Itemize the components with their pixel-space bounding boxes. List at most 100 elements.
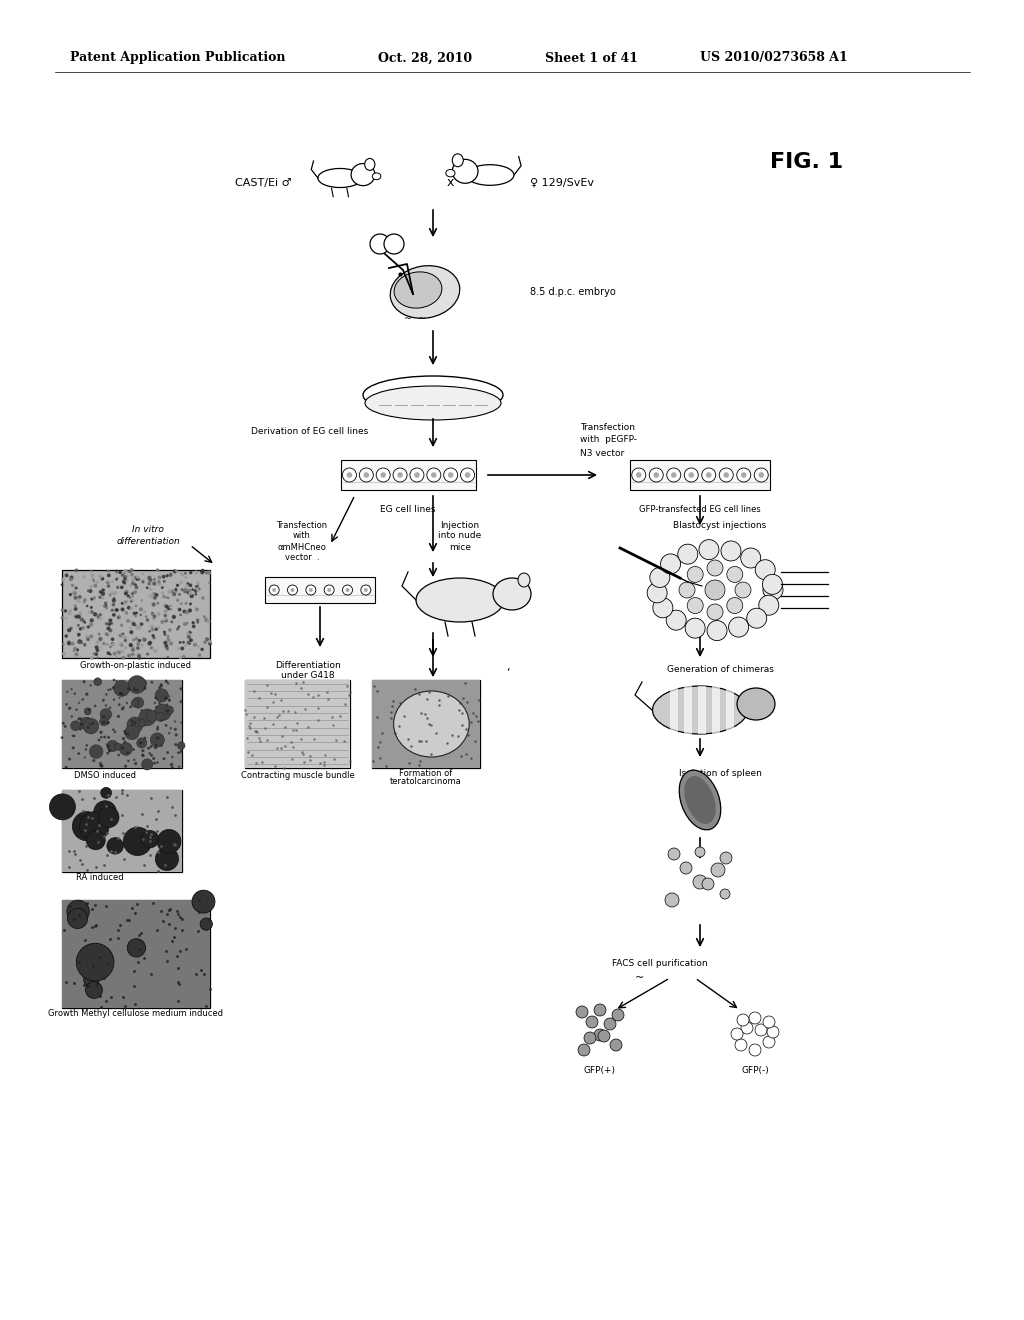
Point — [247, 721, 263, 742]
Text: RA induced: RA induced — [76, 874, 124, 883]
Point — [70, 632, 86, 653]
Point — [115, 822, 131, 843]
Circle shape — [667, 847, 681, 861]
Point — [135, 829, 152, 850]
Text: ∼: ∼ — [418, 313, 426, 323]
Point — [110, 607, 126, 628]
Point — [272, 689, 289, 710]
Point — [76, 974, 92, 995]
Point — [83, 576, 99, 597]
Point — [166, 834, 182, 855]
Point — [105, 587, 122, 609]
Point — [150, 800, 166, 821]
Point — [78, 739, 94, 760]
Circle shape — [288, 585, 298, 595]
Circle shape — [94, 677, 101, 685]
Point — [93, 755, 110, 776]
Point — [79, 595, 95, 616]
Point — [104, 583, 121, 605]
Circle shape — [84, 972, 99, 987]
Point — [155, 582, 171, 603]
Point — [76, 566, 92, 587]
Point — [451, 726, 467, 747]
Point — [66, 582, 82, 603]
Ellipse shape — [684, 776, 716, 824]
Text: GFP(-): GFP(-) — [741, 1065, 769, 1074]
Point — [63, 706, 80, 727]
Point — [110, 828, 126, 849]
Point — [54, 727, 71, 748]
Circle shape — [729, 616, 749, 638]
Point — [147, 809, 164, 830]
Circle shape — [679, 861, 693, 875]
Point — [61, 698, 78, 719]
Circle shape — [156, 847, 178, 870]
Point — [104, 628, 121, 649]
Circle shape — [443, 469, 458, 482]
Point — [95, 587, 112, 609]
Point — [176, 614, 193, 635]
Point — [143, 616, 160, 638]
Point — [252, 730, 268, 751]
Point — [77, 589, 93, 610]
Point — [102, 620, 119, 642]
Point — [159, 950, 175, 972]
Point — [117, 561, 133, 582]
Circle shape — [347, 473, 352, 478]
Point — [201, 572, 217, 593]
Point — [86, 643, 102, 664]
Point — [146, 583, 163, 605]
Point — [164, 796, 180, 817]
Point — [180, 582, 197, 603]
Point — [194, 639, 210, 660]
Point — [161, 722, 177, 743]
Point — [134, 635, 151, 656]
Point — [113, 682, 129, 704]
Point — [186, 634, 203, 655]
Point — [139, 610, 156, 631]
Point — [114, 577, 130, 598]
Point — [71, 709, 87, 730]
Point — [190, 578, 207, 599]
Point — [201, 562, 217, 583]
Point — [98, 598, 115, 619]
Point — [286, 737, 302, 758]
Point — [131, 925, 147, 946]
Point — [293, 678, 309, 700]
Circle shape — [653, 473, 659, 478]
Point — [123, 618, 139, 639]
Point — [162, 595, 178, 616]
Point — [129, 569, 145, 590]
Point — [195, 562, 211, 583]
Ellipse shape — [390, 265, 460, 318]
Point — [80, 628, 96, 649]
Point — [174, 579, 190, 601]
Point — [168, 734, 184, 755]
Point — [455, 688, 471, 709]
Text: Transfection: Transfection — [580, 422, 635, 432]
Point — [126, 975, 142, 997]
Circle shape — [364, 473, 369, 478]
Point — [319, 689, 336, 710]
Point — [105, 594, 122, 615]
Circle shape — [685, 618, 706, 638]
Point — [423, 714, 439, 735]
Point — [95, 579, 112, 601]
Ellipse shape — [445, 169, 455, 177]
Point — [199, 562, 215, 583]
Point — [160, 742, 176, 763]
Point — [101, 614, 118, 635]
Circle shape — [86, 830, 105, 850]
Point — [67, 684, 83, 705]
Point — [135, 572, 152, 593]
Point — [139, 816, 156, 837]
Point — [174, 908, 190, 929]
Ellipse shape — [453, 154, 463, 166]
Point — [86, 788, 102, 809]
Point — [148, 919, 165, 940]
Point — [111, 642, 127, 663]
Point — [58, 756, 75, 777]
Point — [75, 801, 91, 822]
Point — [112, 915, 128, 936]
Point — [463, 748, 479, 770]
